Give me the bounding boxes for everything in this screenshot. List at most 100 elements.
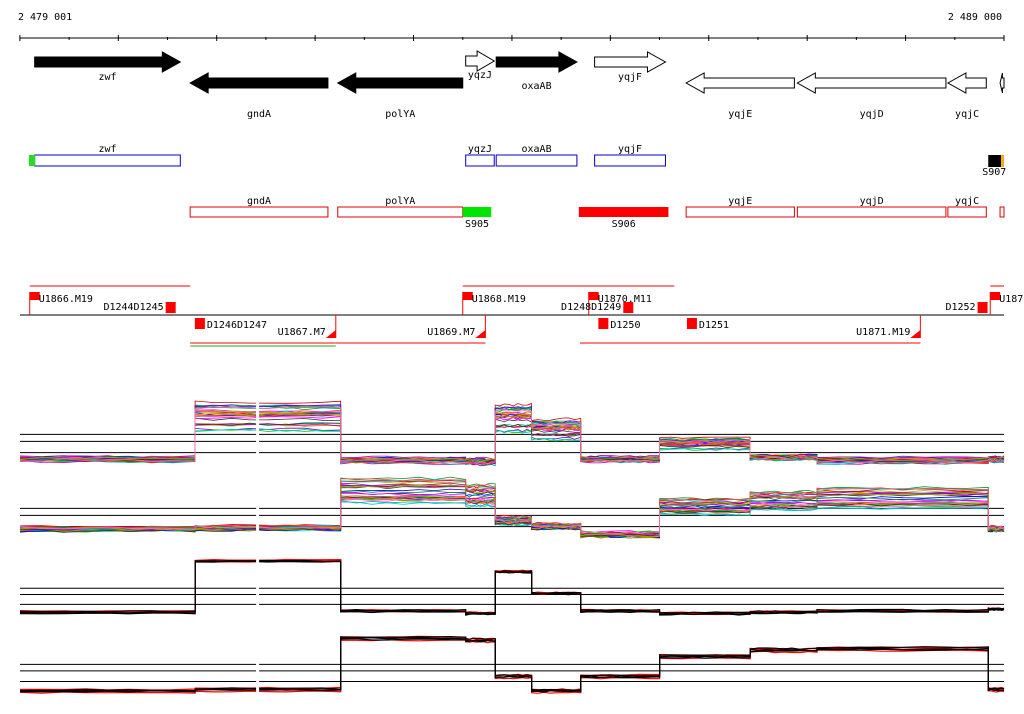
expression-trace [19, 410, 1005, 462]
transcript-label: U1867.M7 [278, 327, 326, 338]
segment-end-marker [1001, 155, 1004, 167]
transcript-flag [910, 330, 921, 338]
gene-arrow-partial [999, 72, 1005, 94]
gene-label-yqjD: yqjD [860, 109, 884, 120]
expression-trace [19, 412, 1004, 462]
boundary-marker [194, 318, 205, 329]
segment-label: S906 [612, 219, 636, 230]
expression-trace [19, 406, 1005, 464]
gene-arrow-polYA [336, 72, 464, 94]
segment-S907 [988, 155, 1004, 167]
gene-arrow-oxaAB [495, 51, 578, 73]
gene-arrow-yqzJ [465, 50, 496, 72]
forward-box-label: yqjF [618, 144, 642, 155]
boundary-label: D1250 [610, 320, 640, 331]
expression-trace [19, 496, 1005, 537]
expression-trace [19, 637, 1005, 693]
forward-box-yqzJ [465, 154, 495, 167]
transcript-flag [990, 292, 1001, 300]
gene-arrow-gndA [189, 72, 329, 94]
transcript-flag [462, 292, 473, 300]
gene-arrow-yqjC [946, 72, 987, 94]
reverse-box-label: yqjD [860, 196, 884, 207]
forward-box-label: oxaAB [521, 144, 551, 155]
boundary-marker [686, 318, 697, 329]
segment-label: S905 [465, 219, 489, 230]
boundary-label: D1246D1247 [207, 320, 267, 331]
gene-label-yqjF: yqjF [618, 72, 642, 83]
boundary-label: D1244D1245 [103, 302, 163, 313]
transcript-label: U1871.M19 [856, 327, 910, 338]
expression-trace [19, 638, 1005, 694]
gene-label-yqjC: yqjC [955, 109, 979, 120]
expression-trace [19, 488, 1005, 539]
expression-trace [19, 558, 1005, 614]
forward-boxes-track: zwf yqzJ oxaAB yqjF [29, 144, 666, 167]
reverse-box-polYA [337, 206, 464, 218]
expression-trace [19, 412, 1005, 462]
reverse-box-partial [999, 206, 1005, 218]
forward-box-yqjF [594, 154, 666, 167]
gene-label-oxaAB: oxaAB [521, 81, 551, 92]
expression-trace [19, 415, 1004, 462]
panel-gap [256, 467, 260, 547]
gene-arrow-yqjE [685, 72, 795, 94]
expression-trace [19, 423, 1005, 461]
boundary-marker [623, 302, 634, 313]
gene-label-polYA: polYA [385, 109, 415, 120]
transcripts-track: U1866.M19 U1868.M19 U1870.M11 U1872 U1867.M7… [20, 285, 1024, 347]
gene-arrow-yqjD [796, 72, 947, 94]
transcript-flag [29, 292, 40, 300]
forward-box-label: zwf [98, 144, 116, 155]
start-marker [29, 155, 35, 166]
expression-trace [19, 559, 1005, 614]
expression-trace [19, 404, 1005, 467]
transcript-label: U1869.M7 [427, 327, 475, 338]
expression-panel-3 [19, 551, 1005, 623]
expression-trace [19, 428, 1005, 464]
reverse-box-yqjE [685, 206, 795, 218]
panel-gap [256, 625, 260, 701]
expression-trace [19, 559, 1005, 615]
transcript-label: U1870.M11 [598, 294, 652, 305]
reverse-box-label: gndA [247, 196, 271, 207]
boundary-marker [165, 302, 176, 313]
boundary-label: D1248D1249 [561, 302, 621, 313]
transcript-label: U1866.M19 [39, 294, 93, 305]
reverse-box-label: yqjC [955, 196, 979, 207]
expression-trace [19, 635, 1005, 692]
expression-trace [19, 559, 1005, 615]
transcript-label: U1872 [999, 294, 1024, 305]
gene-arrows-track: zwf gndA polYA yqzJ oxaAB yqjF yqjE yqjD yqjC [34, 50, 1005, 120]
panel-gap [256, 393, 260, 473]
gene-arrow-yqjF [594, 51, 667, 73]
panel-gap [256, 551, 260, 623]
ruler-end-label: 2 489 000 [947, 12, 1002, 23]
reverse-box-label: polYA [385, 196, 415, 207]
ruler [19, 35, 1005, 41]
forward-box-oxaAB [495, 154, 578, 167]
reverse-box-gndA [189, 206, 329, 218]
expression-trace [19, 423, 1005, 462]
forward-box-zwf [34, 154, 181, 167]
reverse-box-yqjD [796, 206, 947, 218]
gene-label-yqzJ: yqzJ [468, 70, 492, 81]
transcript-flag [588, 292, 599, 300]
boundary-marker [977, 302, 988, 313]
expression-trace [19, 635, 1005, 692]
expression-trace [19, 417, 1005, 464]
segment-label: S907 [982, 167, 1006, 178]
expression-trace [19, 484, 1005, 538]
gene-label-yqjE: yqjE [728, 109, 752, 120]
gene-label-zwf: zwf [98, 72, 116, 83]
boundary-label: D1252 [945, 302, 975, 313]
expression-panel-1 [19, 393, 1005, 473]
segment-S906 [578, 207, 669, 217]
transcript-flag [475, 330, 486, 338]
ruler-start-label: 2 479 001 [18, 12, 73, 23]
boundary-marker [598, 318, 609, 329]
forward-box-label: yqzJ [468, 144, 492, 155]
segments-track: S905 S906 S907 [462, 155, 1006, 230]
transcript-label: U1868.M19 [472, 294, 526, 305]
